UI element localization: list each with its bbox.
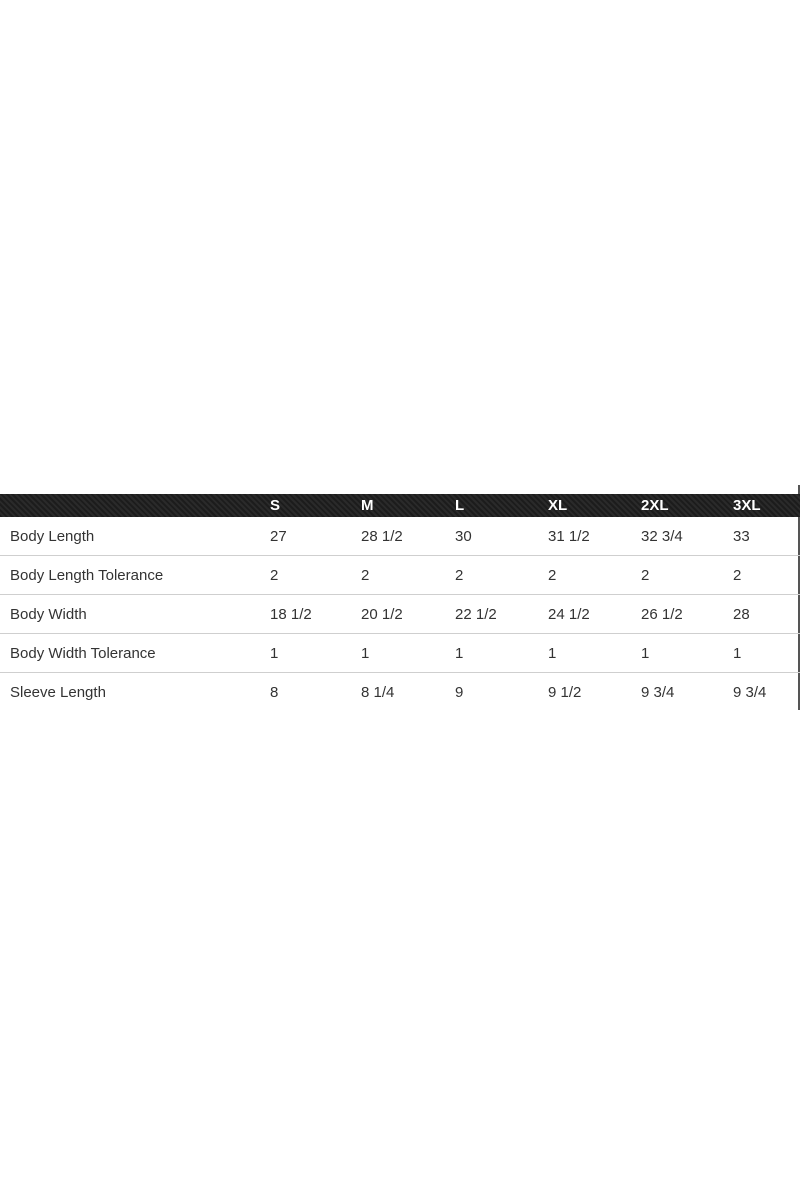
- table-cell: 20 1/2: [361, 606, 403, 623]
- table-cell: 2: [361, 567, 370, 584]
- table-row: Body Width Tolerance 1 1 1 1 1 1: [0, 634, 800, 673]
- table-cell: 26 1/2: [641, 606, 683, 623]
- table-cell: 1: [270, 645, 279, 662]
- size-chart-table: S M L XL 2XL 3XL Body Length 27 28 1/2 30 31 1/2 3…: [0, 494, 800, 712]
- table-cell: 9 3/4: [733, 684, 767, 701]
- table-cell: 22 1/2: [455, 606, 497, 623]
- column-header: L: [455, 497, 465, 514]
- table-cell: 1: [548, 645, 557, 662]
- table-cell: 28 1/2: [361, 528, 403, 545]
- table-header: S M L XL 2XL 3XL: [0, 494, 800, 517]
- column-header: XL: [548, 497, 568, 514]
- table-cell: 2: [548, 567, 557, 584]
- table-cell: 8: [270, 684, 279, 701]
- row-label: Body Length Tolerance: [10, 567, 164, 584]
- column-header: S: [270, 497, 281, 514]
- table-row: Body Length Tolerance 2 2 2 2 2 2: [0, 556, 800, 595]
- row-label: Body Width Tolerance: [10, 645, 156, 662]
- table-cell: 2: [733, 567, 742, 584]
- table-cell: 9 1/2: [548, 684, 582, 701]
- table-cell: 24 1/2: [548, 606, 590, 623]
- table-cell: 8 1/4: [361, 684, 395, 701]
- table-cell: 31 1/2: [548, 528, 590, 545]
- row-label: Body Length: [10, 528, 95, 545]
- table-cell: 2: [641, 567, 650, 584]
- column-header: 3XL: [733, 497, 761, 514]
- table-cell: 2: [270, 567, 279, 584]
- table-cell: 1: [455, 645, 464, 662]
- table-cell: 28: [733, 606, 750, 623]
- table-row: Body Width 18 1/2 20 1/2 22 1/2 24 1/2 26 1/2…: [0, 595, 800, 634]
- table-cell: 32 3/4: [641, 528, 683, 545]
- row-label: Sleeve Length: [10, 684, 106, 701]
- table-right-border: [798, 485, 800, 710]
- table-cell: 1: [733, 645, 742, 662]
- table-cell: 30: [455, 528, 472, 545]
- table-cell: 33: [733, 528, 750, 545]
- table-row: Sleeve Length 8 8 1/4 9 9 1/2 9 3/4 9 3/4: [0, 673, 800, 712]
- table-cell: 2: [455, 567, 464, 584]
- column-header: M: [361, 497, 374, 514]
- table-row: Body Length 27 28 1/2 30 31 1/2 32 3/4 33: [0, 517, 800, 556]
- table-body: Body Length 27 28 1/2 30 31 1/2 32 3/4 33 Body …: [0, 517, 800, 712]
- column-header: 2XL: [641, 497, 669, 514]
- table-cell: 27: [270, 528, 287, 545]
- table-cell: 1: [361, 645, 370, 662]
- table-cell: 1: [641, 645, 650, 662]
- table-cell: 9 3/4: [641, 684, 675, 701]
- row-label: Body Width: [10, 606, 87, 623]
- table-cell: 9: [455, 684, 464, 701]
- table-cell: 18 1/2: [270, 606, 312, 623]
